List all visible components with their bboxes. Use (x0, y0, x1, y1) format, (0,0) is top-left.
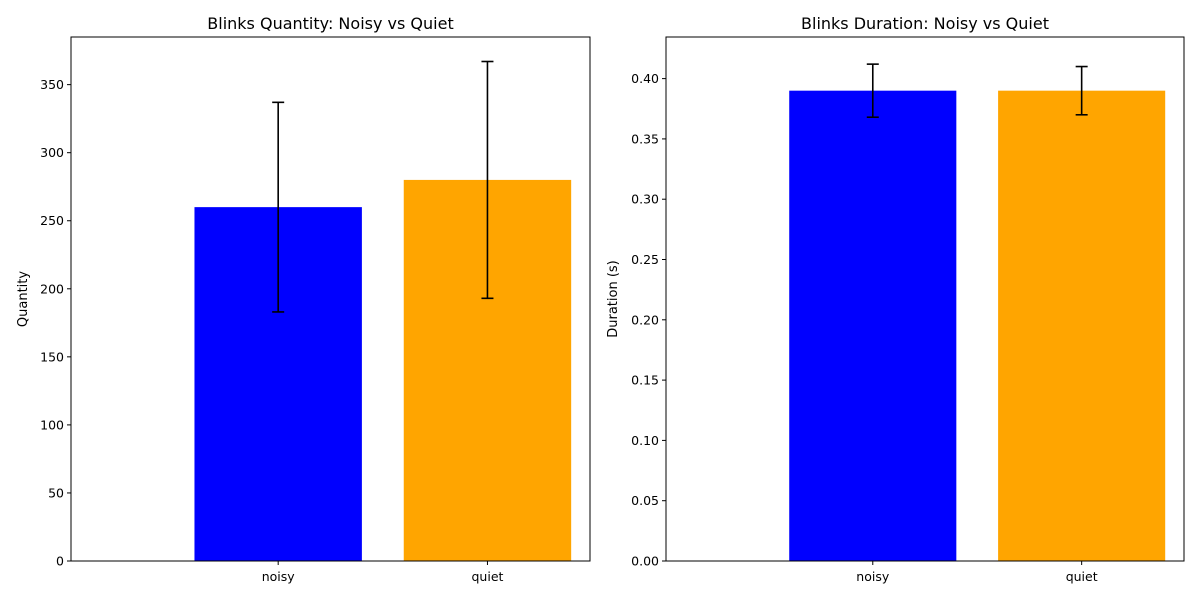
error-bar-quiet (1075, 65, 1088, 116)
y-tick-label: 350 (40, 77, 64, 92)
y-tick-label: 0.25 (631, 252, 659, 267)
chart-title: Blinks Duration: Noisy vs Quiet (801, 14, 1049, 33)
y-tick-label: 100 (40, 417, 64, 432)
y-tick-label: 0.05 (631, 493, 659, 508)
error-bar-noisy (272, 101, 285, 313)
chart-title: Blinks Quantity: Noisy vs Quiet (207, 14, 453, 33)
x-tick-label: quiet (1066, 569, 1098, 584)
y-tick-label: 50 (48, 485, 64, 500)
chart-quantity: 0 50 100 150 200 250 300 350 noisy quiet Blinks Qu… (16, 14, 591, 584)
plot-frame (665, 36, 1185, 562)
y-tick-label: 0.30 (631, 192, 659, 207)
y-tick-label: 150 (40, 349, 64, 364)
y-tick-label: 250 (40, 213, 64, 228)
y-tick-label: 0.40 (631, 71, 659, 86)
y-tick-label: 0.10 (631, 433, 659, 448)
y-tick-label: 0.35 (631, 131, 659, 146)
y-axis-label: Duration (s) (606, 260, 621, 338)
y-tick-label: 0.00 (631, 554, 659, 569)
y-tick-label: 0.20 (631, 312, 659, 327)
x-tick-label: noisy (856, 569, 890, 584)
y-tick-label: 0.15 (631, 373, 659, 388)
y-tick-label: 0 (56, 554, 64, 569)
bar-quiet (998, 90, 1166, 562)
plot-frame (70, 36, 591, 562)
error-bar-quiet (481, 60, 494, 300)
y-axis-label: Quantity (16, 271, 31, 327)
x-tick-label: noisy (262, 569, 296, 584)
y-tick-label: 300 (40, 145, 64, 160)
bar-noisy (789, 90, 957, 562)
x-tick-label: quiet (471, 569, 503, 584)
error-bar-noisy (866, 63, 879, 118)
y-tick-label: 200 (40, 281, 64, 296)
chart-duration: 0.00 0.05 0.10 0.15 0.20 0.25 0.30 0.35 0.40 nois… (606, 14, 1185, 584)
